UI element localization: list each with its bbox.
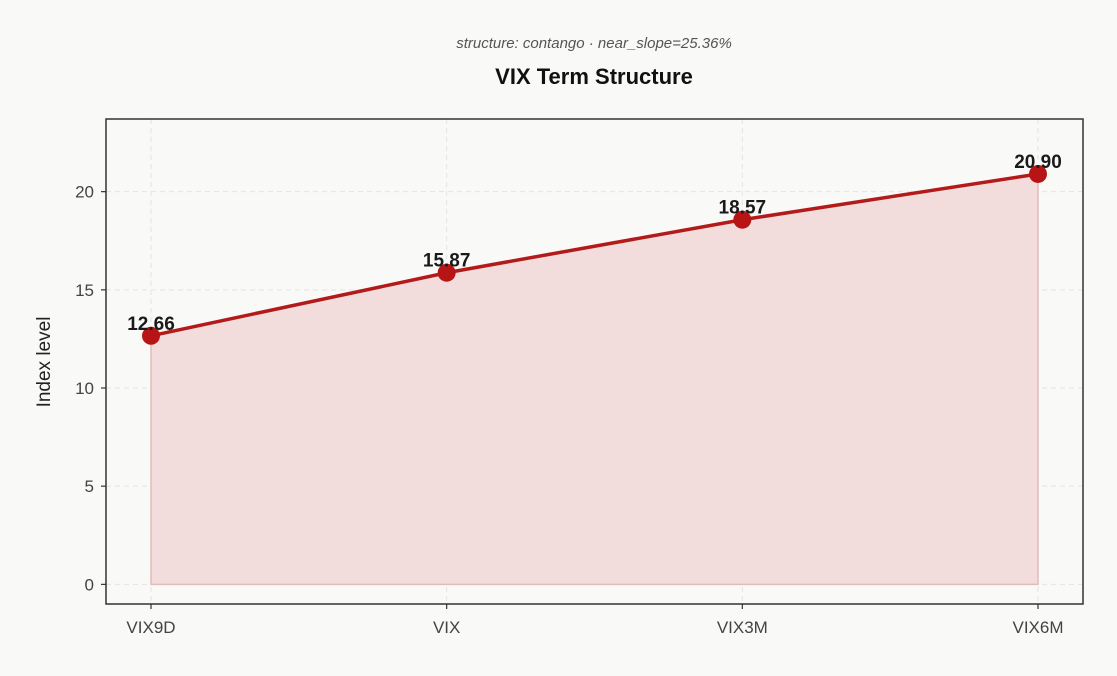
y-axis-label: Index level xyxy=(34,317,55,408)
data-point-marker xyxy=(1029,164,1047,183)
data-point-layer xyxy=(142,164,1047,345)
data-label: 20.90 xyxy=(1014,152,1062,173)
x-axis-ticks: VIX9D VIX VIX3M VIX6M xyxy=(126,604,1064,637)
data-label-layer: 12.66 15.87 18.57 20.90 xyxy=(127,152,1062,335)
x-tick-label: VIX9D xyxy=(126,618,175,637)
y-tick-label: 20 xyxy=(75,183,94,202)
chart-subtitle: structure: contango · near_slope=25.36% xyxy=(456,35,732,52)
x-tick-label: VIX3M xyxy=(717,618,768,637)
plot-frame xyxy=(105,118,1084,605)
area-fill-layer xyxy=(150,173,1039,586)
series-area-fill xyxy=(150,173,1039,586)
data-label: 12.66 xyxy=(127,314,175,335)
y-tick-label: 0 xyxy=(85,575,94,594)
chart-title: VIX Term Structure xyxy=(495,64,693,89)
data-label: 15.87 xyxy=(423,251,471,272)
data-point-marker xyxy=(142,326,160,345)
data-point-marker xyxy=(733,210,752,229)
series-line-layer xyxy=(149,172,1040,338)
y-axis-ticks: 0 5 10 15 20 xyxy=(75,183,106,594)
data-point-marker xyxy=(437,263,456,282)
x-tick-label: VIX xyxy=(433,618,460,637)
y-tick-label: 15 xyxy=(75,281,94,300)
y-tick-label: 10 xyxy=(75,379,94,398)
data-label: 18.57 xyxy=(719,198,767,219)
x-tick-label: VIX6M xyxy=(1012,618,1063,637)
y-tick-label: 5 xyxy=(85,477,94,496)
series-line xyxy=(149,172,1040,338)
